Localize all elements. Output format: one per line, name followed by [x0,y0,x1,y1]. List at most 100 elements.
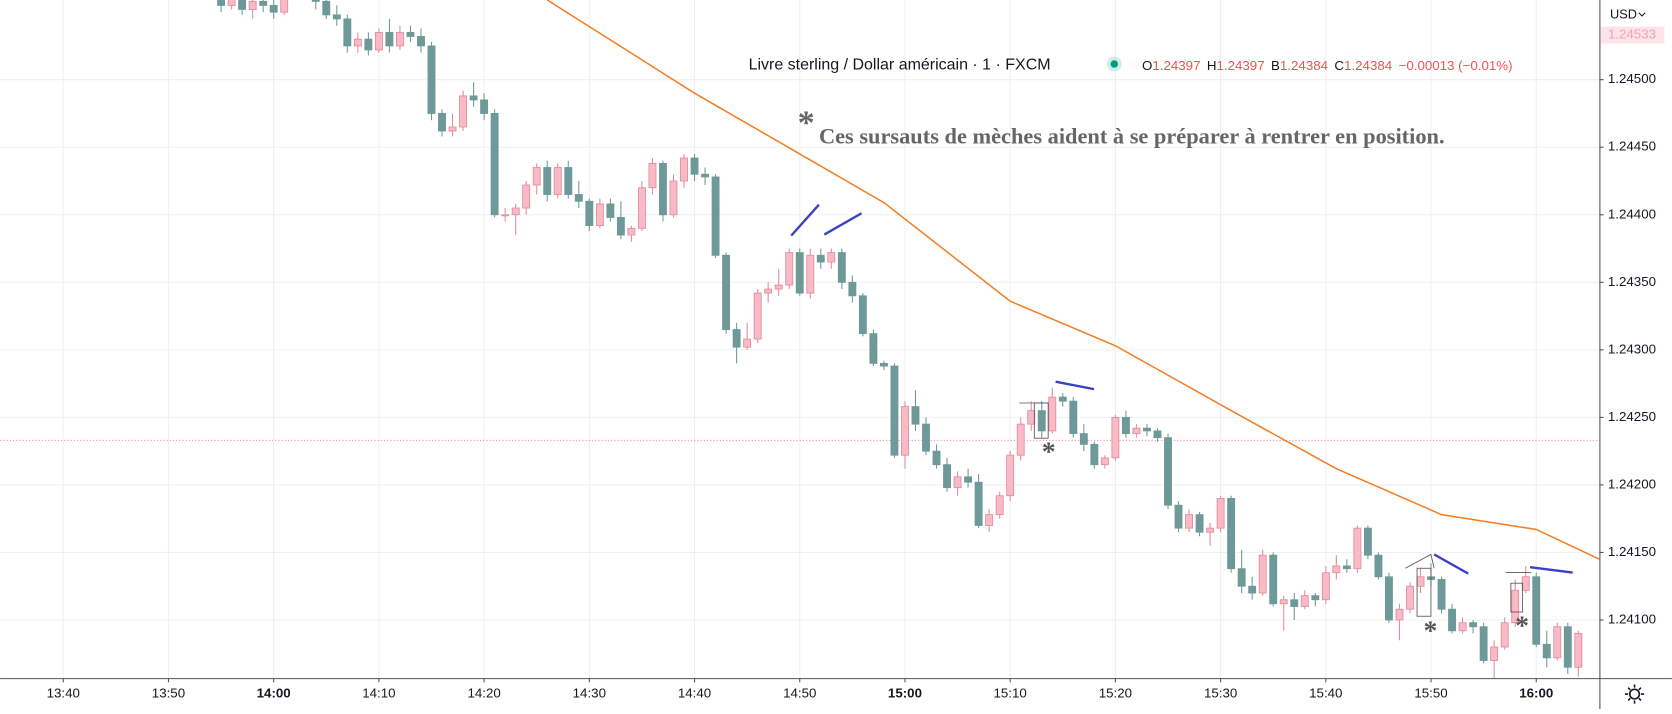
candle-body [322,0,331,16]
candle-body [1100,457,1109,466]
status-dot [1110,60,1119,68]
candle-body [532,167,541,186]
marker-star: * [1515,609,1529,640]
y-tick-label: 1.24500 [1608,71,1656,86]
candle-body [217,0,226,6]
candle-body [911,406,920,425]
candle-body [448,126,457,132]
candle-body [1069,400,1078,435]
candle-body [816,254,825,263]
candle-body [606,203,615,218]
candle-body [1363,527,1372,556]
candle-body [722,254,731,331]
plot-area [0,0,1600,681]
candle-body [1542,643,1551,659]
candle-body [985,514,994,526]
drawing-boxes [1019,402,1532,617]
candle-body [1132,427,1141,435]
settings-icon[interactable] [1624,684,1645,704]
candle-body [827,252,836,263]
marker-star: * [1042,436,1056,467]
candle-body [648,163,657,189]
candle-body [259,0,268,6]
candle-body [553,167,562,195]
candle-body [1216,498,1225,529]
candle-body [869,333,878,364]
x-tick-label: 13:40 [47,686,80,701]
grid [0,0,1600,679]
candle-body [932,450,941,466]
time-axis [0,678,1672,709]
candle-body [1511,589,1520,624]
candle-body [732,329,741,348]
ohlc-value: 1.24397 [1152,58,1200,73]
moving-average [546,0,1600,560]
candle-body [659,163,667,216]
currency-label[interactable]: USD [1610,6,1637,21]
candle-body [1374,554,1383,578]
candle-body [1237,568,1246,587]
candle-body [837,252,846,283]
candle-body [469,95,478,101]
candle-body [1164,437,1172,506]
drawing-line [1433,553,1469,575]
candle-body [1311,595,1320,601]
candle-body [1258,554,1267,594]
x-tick-label: 14:30 [573,686,606,701]
candle-body [627,227,636,236]
candle-body [595,203,604,227]
candle-body [564,167,573,195]
x-tick-label: 14:20 [467,686,500,701]
price-marker-label: 1.24533 [1608,27,1656,42]
x-tick-label: 14:50 [783,686,816,701]
candle-body [280,0,289,13]
candle-body [364,38,373,51]
x-tick-label: 15:40 [1309,686,1342,701]
candle-body [332,14,341,20]
candle-body [1027,410,1036,425]
candle-body [1090,443,1099,466]
price-axis [1599,0,1672,709]
y-tick-label: 1.24200 [1608,476,1656,491]
candle-body [806,254,815,294]
candle-body [1269,554,1278,605]
x-tick-label: 14:00 [257,686,291,701]
drawing-line [1529,566,1573,574]
candle-body [1437,579,1446,610]
candle-body [490,113,499,216]
x-tick-label: 15:50 [1414,686,1447,701]
candle-body [1006,454,1015,497]
ohlc-change: −0.00013 (−0.01%) [1399,58,1513,73]
candle-body [1111,416,1120,459]
candle-body [785,252,794,286]
candle-body [353,38,362,47]
candle-body [1290,599,1299,607]
candle-body [459,95,468,128]
candle-body [1521,576,1530,591]
candle-body [1121,416,1130,435]
drawing-line [790,203,820,237]
ohlc-value: 1.24384 [1280,58,1329,73]
candle-body [848,281,857,297]
candle-body [1153,430,1162,439]
candle-body [1048,396,1057,432]
x-tick-label: 13:50 [152,686,185,701]
candle-body [227,0,236,6]
candle-body [1143,427,1151,432]
candle-body [943,464,951,489]
candle-body [1532,576,1541,645]
x-tick-label: 15:20 [1099,686,1132,701]
candle-body [890,365,899,456]
candle-body [1490,646,1499,661]
x-tick-label: 14:40 [678,686,711,701]
candle-body [901,406,909,456]
candle-body [1563,626,1572,668]
y-tick-label: 1.24100 [1608,612,1656,627]
candle-body [395,31,404,47]
candle-body [964,476,973,483]
candle-body [1195,514,1204,533]
currency-caret[interactable] [1638,12,1646,17]
candle-body [1321,572,1330,601]
axes: 1.24100 1.24150 1.24200 1.24250 1.24300 1.243… [47,26,1665,701]
candle-body [574,194,583,202]
